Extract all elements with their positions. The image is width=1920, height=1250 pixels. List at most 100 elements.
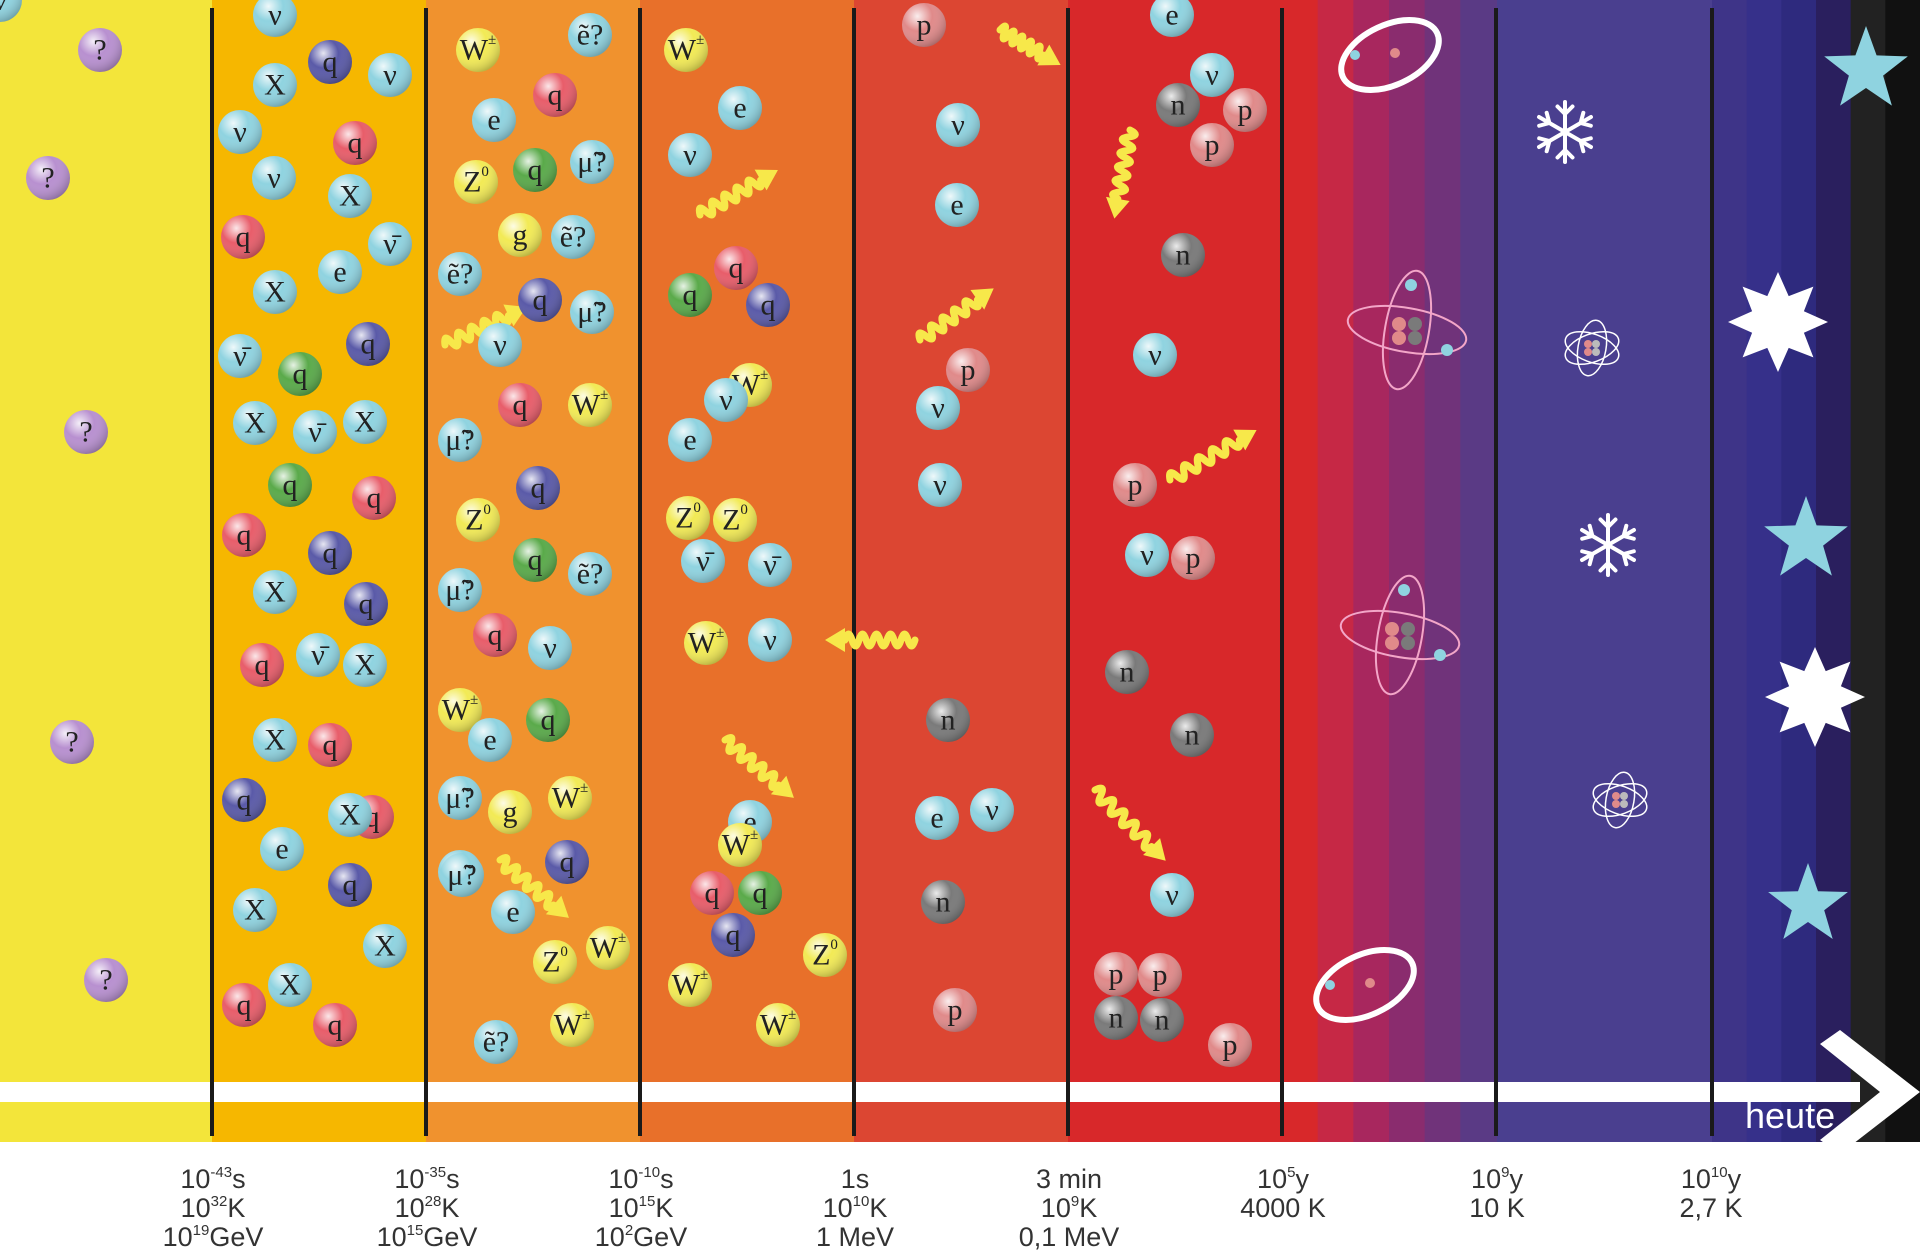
atoms [1313,17,1648,1023]
svg-text:ν: ν [1205,59,1219,92]
tail-strip [1712,0,1748,1142]
tail-strip [1746,0,1783,1142]
particle-q_purple: q [746,283,790,327]
particle-q_green: q [513,148,557,192]
svg-text:ẽ?: ẽ? [483,1026,510,1059]
svg-text:X: X [279,969,301,1002]
photon-icon [721,733,794,798]
particle-e: e [472,98,516,142]
particle-W: W± [664,28,708,72]
svg-text:μ̃?: μ̃? [577,296,606,329]
band-era-7 [1496,0,1712,1142]
svg-text:q: q [236,221,251,254]
recombination-gradient [1282,0,1497,1142]
particle-q_purple: q [518,278,562,322]
particle-q_red: q [240,643,284,687]
particle-q_purple: q [711,913,755,957]
svg-text:n: n [1185,719,1200,752]
svg-text:q: q [343,869,358,902]
timeline-label: 102GeV [595,1222,687,1250]
svg-text:q: q [548,79,563,112]
svg-text:q: q [761,289,776,322]
particle-e: e [718,86,762,130]
particle-q_red: q [222,983,266,1027]
particle-Z: Z0 [803,933,847,977]
timeline-label: 1019GeV [163,1222,264,1250]
particle-nu: ν̄ [296,633,340,677]
svg-text:p: p [917,9,932,42]
particle-unknown: ? [84,958,128,1002]
svg-text:p: p [1153,959,1168,992]
svg-text:e: e [733,92,746,125]
era-divider [852,8,856,1136]
photon-icon [1165,429,1257,484]
photon-icon [915,288,994,344]
particle-q_green: q [513,538,557,582]
particle-n: n [926,698,970,742]
particle-W: W± [718,823,762,867]
particle-sparticle: ẽ? [568,13,612,57]
particle-q_red: q [333,121,377,165]
tail-strip [1885,0,1920,1142]
particle-nu: ν [704,378,748,422]
particle-q_purple: q [516,466,560,510]
particle-X: X [343,400,387,444]
gradient-strip [1282,0,1319,1142]
particle-sparticle: μ̃? [438,776,482,820]
svg-text:e: e [333,256,346,289]
svg-text:X: X [339,799,361,832]
svg-text:q: q [367,482,382,515]
particle-q_purple: q [308,531,352,575]
timeline-label: 10 K [1469,1193,1525,1223]
timeline-label: 0,1 MeV [1019,1222,1120,1250]
photon-icon [1106,126,1139,219]
particle-q_purple: q [545,840,589,884]
svg-text:n: n [941,704,956,737]
svg-text:q: q [683,279,698,312]
particle-X: X [253,270,297,314]
particle-W: W± [586,926,630,970]
particle-sparticle: μ̃? [440,853,484,897]
svg-text:X: X [374,930,396,963]
particle-sparticle: μ̃? [438,418,482,462]
svg-text:ν: ν [683,139,697,172]
particle-nu: ν [478,323,522,367]
particle-W: W± [668,963,712,1007]
snowflake-icon [1537,100,1593,164]
particle-unknown: ? [64,410,108,454]
svg-text:q: q [237,784,252,817]
svg-text:ν: ν [931,392,945,425]
particle-q_green: q [278,352,322,396]
timeline-label: 10-10s [608,1164,673,1194]
particle-q_purple: q [344,582,388,626]
svg-text:?: ? [99,964,112,997]
particle-Z: Z0 [666,496,710,540]
particle-nu: ν [936,103,980,147]
particle-e: e [318,250,362,294]
svg-text:q: q [560,846,575,879]
tail-strip [1816,0,1852,1142]
particle-e: e [468,718,512,762]
svg-text:q: q [729,252,744,285]
svg-text:ν: ν [268,0,282,32]
svg-text:μ̃?: μ̃? [447,859,476,892]
svg-text:ν: ν [1148,339,1162,372]
svg-text:p: p [1205,129,1220,162]
particle-nu: ν [368,53,412,97]
svg-text:X: X [264,724,286,757]
particle-p: p [1208,1023,1252,1067]
particle-sparticle: ẽ? [474,1020,518,1064]
particle-sparticle: μ̃? [570,140,614,184]
particle-q_red: q [221,215,265,259]
particle-nu: ν [0,0,22,22]
gradient-strip [1353,0,1390,1142]
svg-text:?: ? [41,162,54,195]
era-divider [424,8,428,1136]
svg-text:n: n [1120,656,1135,689]
time-arrow: heute [0,1030,1920,1154]
svg-text:q: q [705,877,720,910]
particle-q_red: q [473,613,517,657]
gradient-strip [1424,0,1462,1142]
svg-text:μ̃?: μ̃? [445,424,474,457]
particle-W: W± [456,28,500,72]
